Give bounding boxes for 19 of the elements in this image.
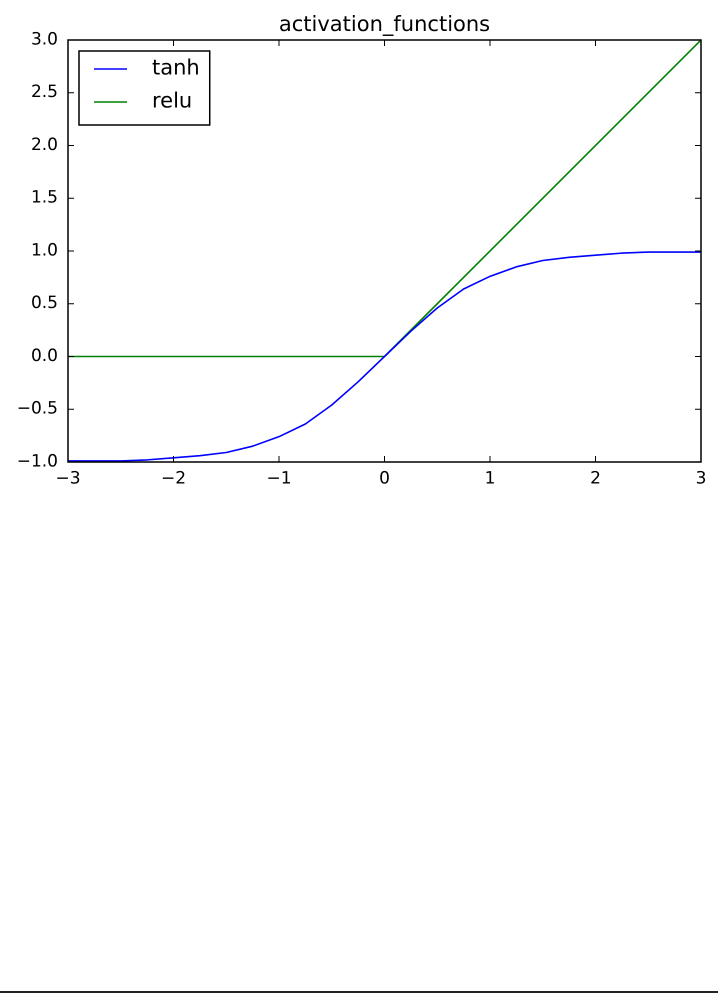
y-tick-label: 1.5 — [30, 188, 58, 208]
y-tick-label: 0.0 — [30, 346, 58, 366]
y-tick-label: 0.5 — [30, 293, 58, 314]
legend-label: tanh — [152, 55, 200, 80]
x-tick-label: −2 — [160, 468, 186, 489]
y-tick-label: 2.5 — [30, 82, 58, 102]
x-tick-label: 0 — [379, 468, 390, 489]
x-tick-label: 2 — [590, 468, 601, 489]
y-tick-label: 3.0 — [30, 29, 58, 50]
legend-label: relu — [152, 88, 192, 112]
x-tick-label: −3 — [55, 468, 81, 489]
y-tick-label: 2.0 — [30, 134, 58, 155]
y-tick-label: 1.0 — [30, 240, 58, 260]
x-tick-label: 3 — [696, 468, 706, 489]
chart-title: activation_functions — [278, 12, 490, 36]
x-tick-label: 1 — [484, 468, 496, 489]
y-tick-label: −1.0 — [16, 451, 58, 472]
x-tick-label: −1 — [266, 468, 292, 489]
y-tick-label: −0.5 — [16, 398, 58, 419]
